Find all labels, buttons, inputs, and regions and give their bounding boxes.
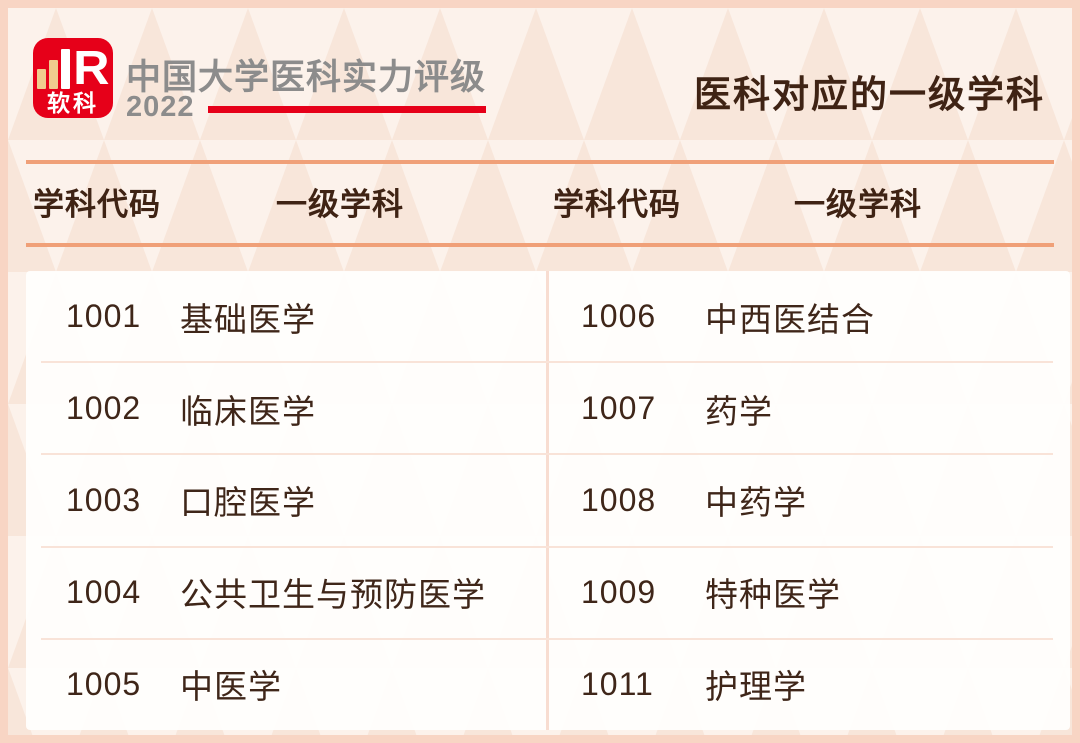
discipline-code: 1004 [66, 573, 142, 610]
discipline-code: 1003 [66, 481, 142, 518]
header-rule-top [26, 160, 1054, 164]
discipline-name: 中药学 [705, 484, 807, 522]
table-row: 1009 特种医学 [549, 546, 1070, 638]
discipline-name: 基础医学 [180, 300, 316, 338]
table-column-right: 1006 中西医结合 1007 药学 1008 中药学 1009 特种医学 10… [549, 271, 1070, 730]
red-divider-line [207, 105, 486, 113]
table-row: 1001 基础医学 [26, 271, 546, 363]
table-row: 1011 护理学 [549, 638, 1070, 730]
discipline-code: 1009 [581, 573, 657, 610]
logo-bars-icon: R [37, 42, 110, 95]
discipline-code: 1001 [66, 298, 142, 335]
ruanke-logo: R 软科 [33, 38, 113, 118]
discipline-name: 中医学 [180, 668, 282, 706]
table-row: 1002 临床医学 [26, 363, 546, 455]
header-code-right: 学科代码 [553, 187, 681, 222]
table-row: 1007 药学 [549, 363, 1070, 455]
discipline-name: 临床医学 [180, 392, 316, 430]
table-row: 1006 中西医结合 [549, 271, 1070, 363]
discipline-code: 1005 [66, 665, 142, 702]
column-divider [546, 271, 549, 730]
header-discipline-left: 一级学科 [276, 187, 404, 222]
table-row: 1008 中药学 [549, 455, 1070, 547]
table-column-left: 1001 基础医学 1002 临床医学 1003 口腔医学 1004 公共卫生与… [26, 271, 546, 730]
row-separator [41, 546, 1053, 548]
discipline-name: 护理学 [705, 668, 807, 706]
table-row: 1003 口腔医学 [26, 455, 546, 547]
discipline-code: 1006 [581, 298, 657, 335]
discipline-name: 特种医学 [705, 576, 841, 614]
table-row: 1004 公共卫生与预防医学 [26, 546, 546, 638]
discipline-name: 公共卫生与预防医学 [180, 576, 486, 614]
rating-title: 中国大学医科实力评级 [126, 58, 487, 97]
logo-bar-medium [49, 60, 59, 89]
row-separator [41, 361, 1053, 363]
header-code-left: 学科代码 [33, 187, 161, 222]
table-row: 1005 中医学 [26, 638, 546, 730]
header-rule-bottom [26, 243, 1054, 247]
row-separator [41, 453, 1053, 455]
discipline-code: 1007 [581, 390, 657, 427]
discipline-name: 药学 [705, 392, 773, 430]
discipline-name: 中西医结合 [705, 300, 875, 338]
discipline-code: 1002 [66, 390, 142, 427]
discipline-name: 口腔医学 [180, 484, 316, 522]
logo-wordmark: 软科 [47, 90, 99, 116]
discipline-code: 1011 [581, 665, 654, 702]
year-label: 2022 [126, 91, 195, 123]
discipline-code: 1008 [581, 481, 657, 518]
disciplines-table-card: 1001 基础医学 1002 临床医学 1003 口腔医学 1004 公共卫生与… [26, 271, 1070, 730]
row-separator [41, 638, 1053, 640]
logo-bar-short [37, 69, 47, 89]
header-discipline-right: 一级学科 [794, 187, 922, 222]
logo-bar-tall [61, 49, 71, 89]
logo-letter-r: R [73, 42, 110, 95]
year-row: 2022 [126, 91, 486, 124]
page-title: 医科对应的一级学科 [694, 74, 1045, 115]
